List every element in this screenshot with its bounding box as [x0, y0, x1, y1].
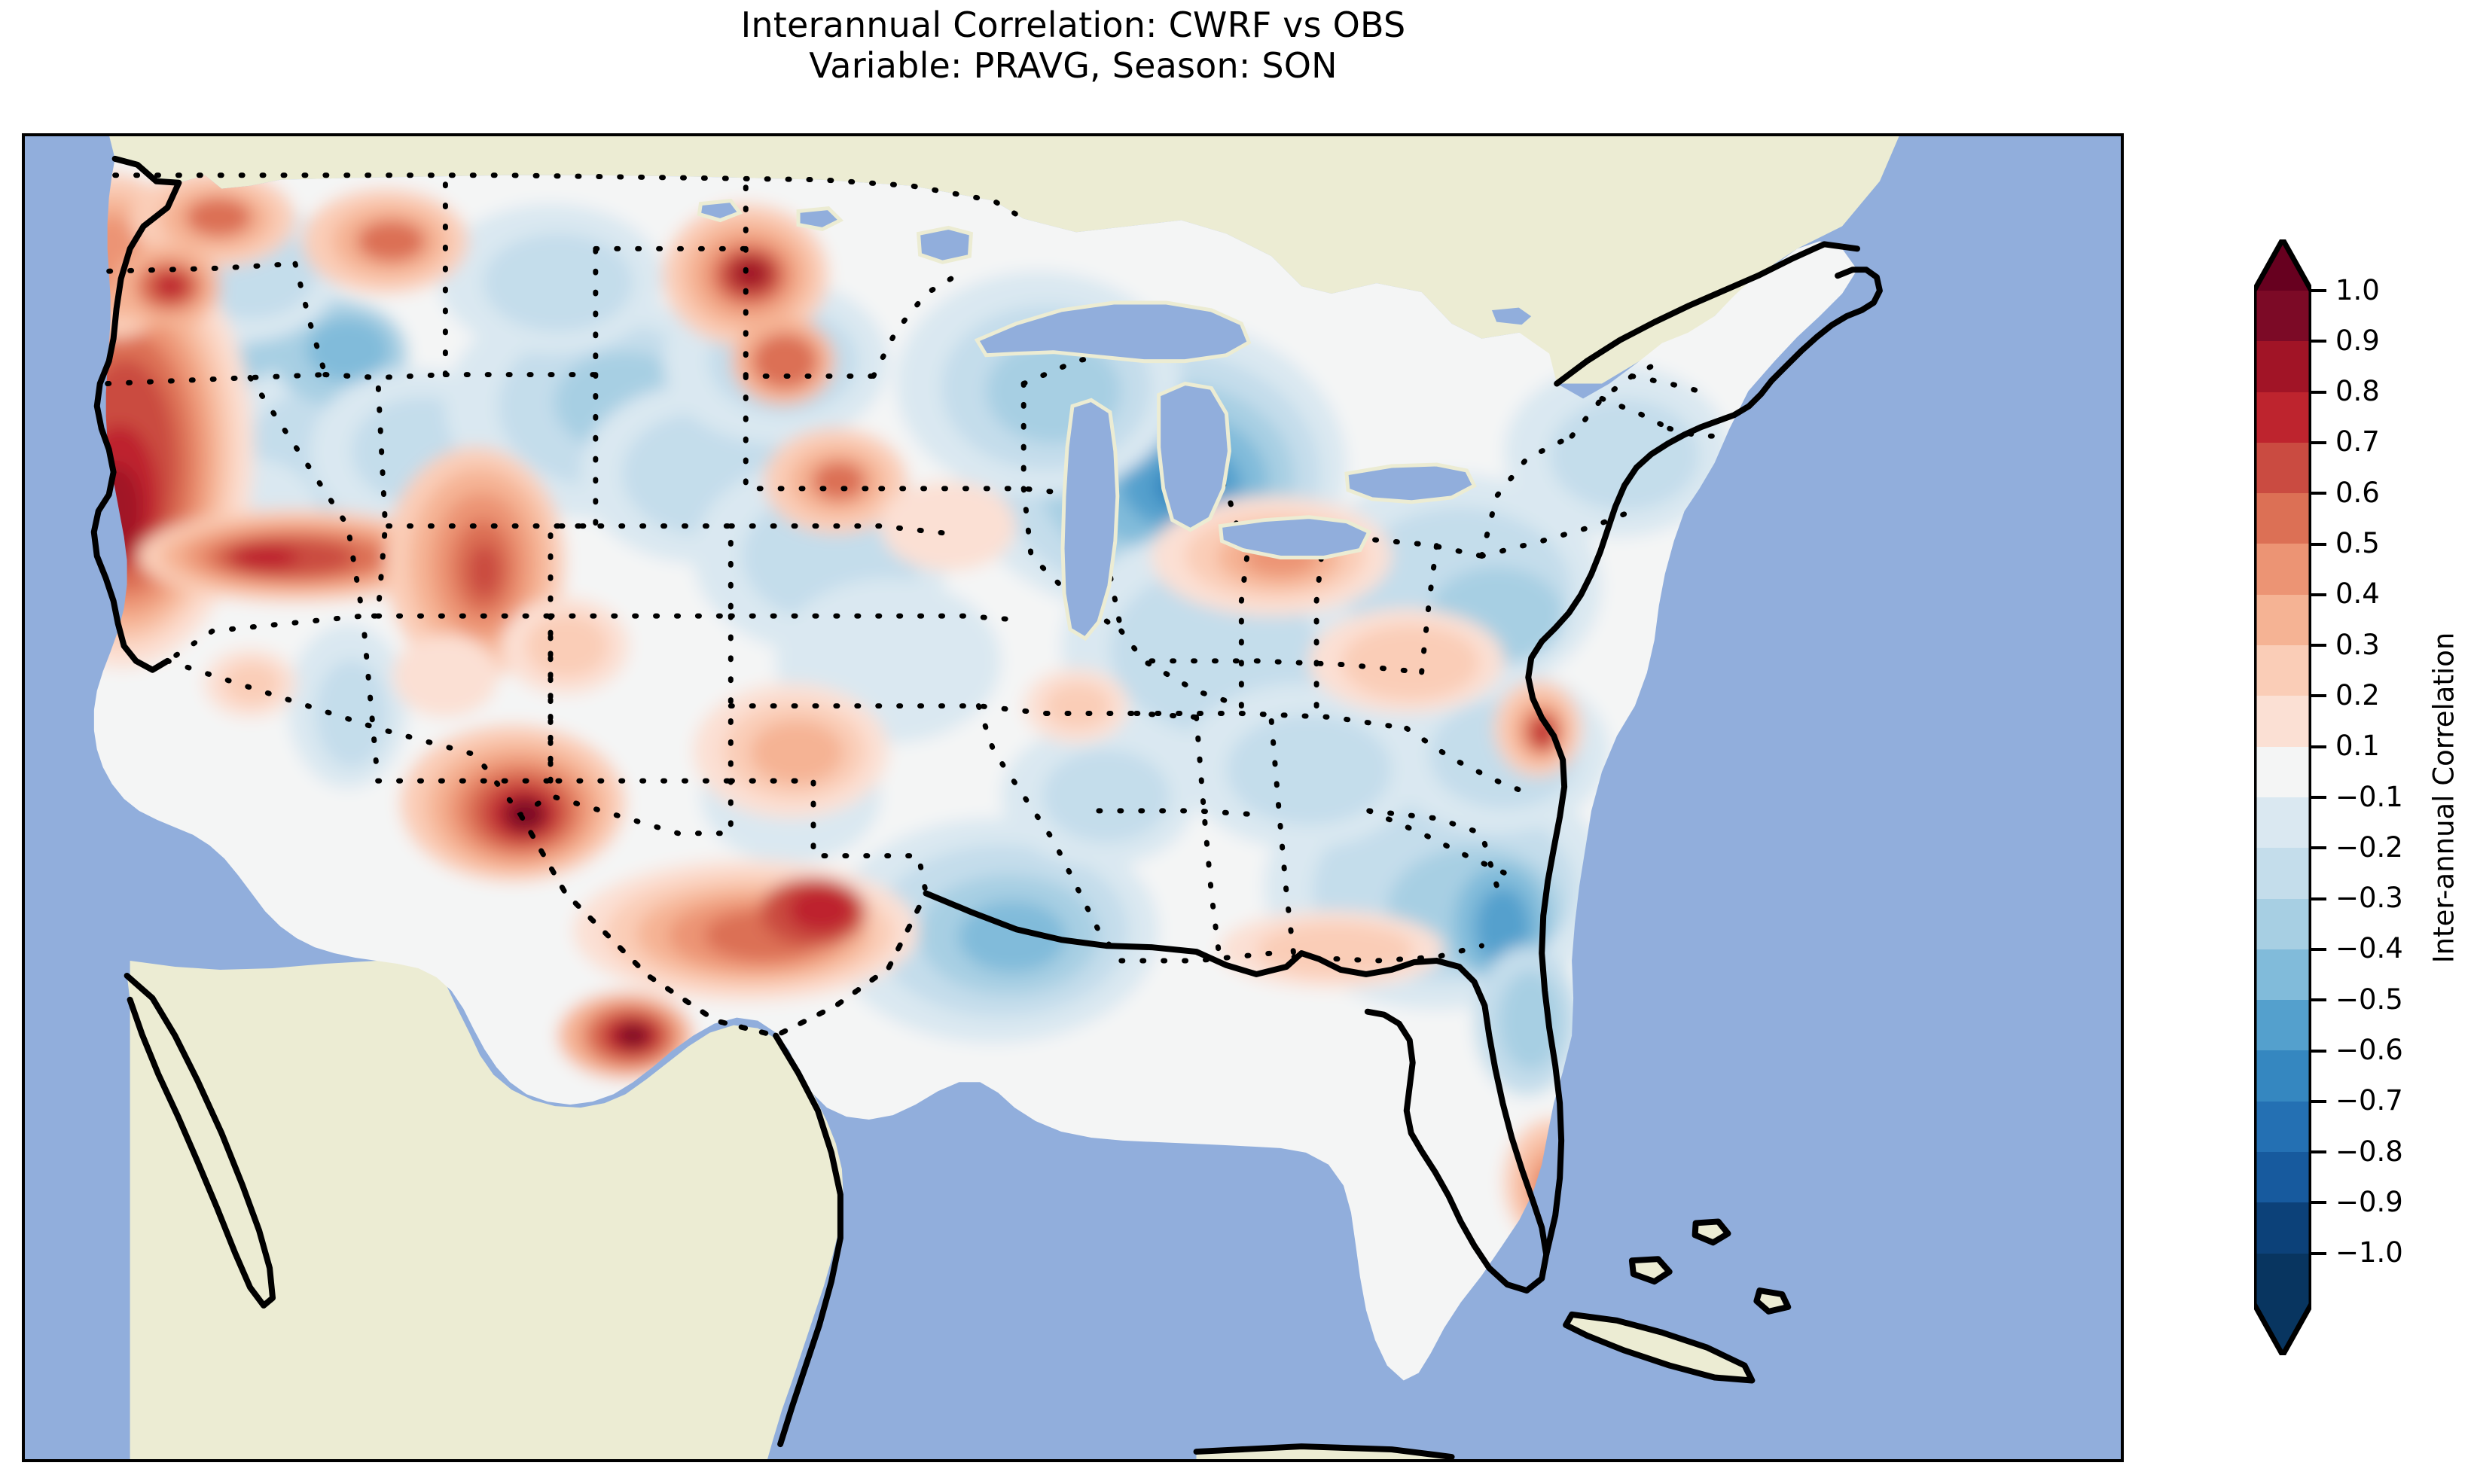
outside-land	[109, 136, 1899, 1459]
colorbar-tick-mark	[2311, 897, 2326, 900]
colorbar-tick-label: 0.3	[2335, 628, 2380, 661]
colorbar[interactable]	[2254, 239, 2311, 1355]
colorbar-tick-label: 1.0	[2335, 273, 2380, 306]
figure-title: Interannual Correlation: CWRF vs OBS Var…	[0, 5, 2146, 87]
colorbar-tick-mark	[2311, 340, 2326, 343]
colorbar-tick-label: 0.5	[2335, 527, 2380, 559]
title-line-1: Interannual Correlation: CWRF vs OBS	[740, 5, 1406, 45]
colorbar-tick-label: 0.8	[2335, 375, 2380, 408]
colorbar-tick-label: −0.8	[2335, 1135, 2403, 1168]
colorbar-tick-label: 0.6	[2335, 476, 2380, 509]
colorbar-tick-mark	[2311, 593, 2326, 596]
colorbar-ticks: 1.0 0.9 0.8 0.7 0.6 0.5 0.4 0.3 0.2 0.1 −0.1 −0.2 −0…	[2254, 239, 2472, 1355]
colorbar-tick-mark	[2311, 644, 2326, 648]
correlation-map-svg	[25, 136, 2121, 1459]
colorbar-tick-mark	[2311, 1150, 2326, 1154]
colorbar-tick-label: −1.0	[2335, 1236, 2403, 1269]
colorbar-tick-mark	[2311, 846, 2326, 850]
colorbar-tick-mark	[2311, 440, 2326, 444]
colorbar-tick-label: −0.7	[2335, 1084, 2403, 1117]
map-axes[interactable]	[22, 133, 2124, 1462]
colorbar-tick-label: −0.5	[2335, 983, 2403, 1016]
colorbar-tick-label: 0.9	[2335, 324, 2380, 357]
colorbar-tick-mark	[2311, 1251, 2326, 1255]
title-line-2: Variable: PRAVG, Season: SON	[809, 45, 1338, 87]
colorbar-tick-mark	[2311, 1049, 2326, 1053]
colorbar-tick-label: −0.6	[2335, 1034, 2403, 1066]
coastlines	[90, 155, 1883, 1459]
colorbar-tick-label: 0.1	[2335, 730, 2380, 763]
colorbar-tick-label: 0.2	[2335, 678, 2380, 712]
colorbar-tick-mark	[2311, 947, 2326, 951]
colorbar-tick-mark	[2311, 1201, 2326, 1205]
colorbar-tick-label: 0.7	[2335, 425, 2380, 459]
colorbar-tick-mark	[2311, 694, 2326, 698]
colorbar-tick-label: 0.4	[2335, 577, 2380, 611]
colorbar-tick-mark	[2311, 492, 2326, 495]
map-canvas	[25, 136, 2121, 1459]
colorbar-tick-mark	[2311, 542, 2326, 546]
colorbar-tick-label: −0.1	[2335, 780, 2403, 813]
colorbar-tick-mark	[2311, 390, 2326, 394]
colorbar-axis-label: Inter-annual Correlation	[2421, 239, 2466, 1355]
colorbar-tick-label: −0.3	[2335, 882, 2403, 915]
colorbar-tick-label: −0.4	[2335, 932, 2403, 965]
colorbar-tick-mark	[2311, 745, 2326, 748]
colorbar-tick-mark	[2311, 796, 2326, 799]
colorbar-label-text: Inter-annual Correlation	[2427, 632, 2460, 963]
colorbar-tick-mark	[2311, 998, 2326, 1002]
colorbar-tick-mark	[2311, 289, 2326, 292]
great-lakes	[697, 198, 1538, 641]
colorbar-tick-mark	[2311, 1099, 2326, 1103]
colorbar-tick-label: −0.2	[2335, 830, 2403, 864]
colorbar-tick-label: −0.9	[2335, 1185, 2403, 1218]
